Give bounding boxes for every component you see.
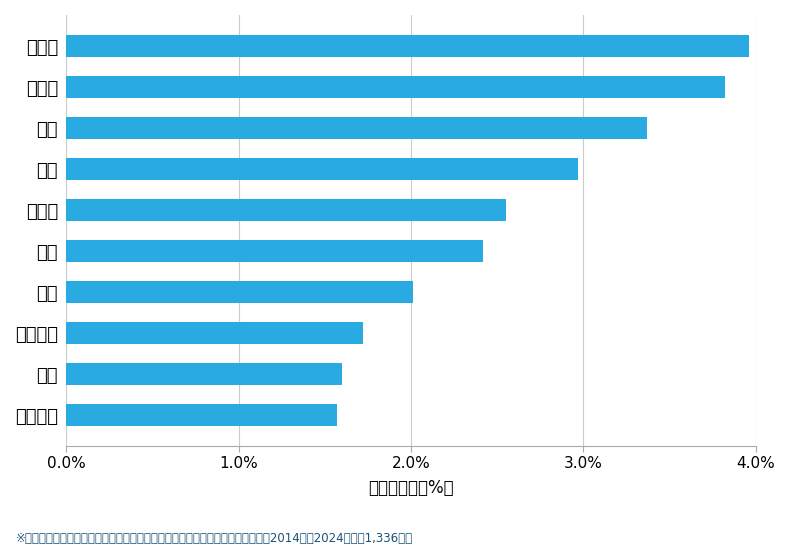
Bar xyxy=(66,198,506,221)
Bar xyxy=(66,35,749,57)
Bar xyxy=(66,158,578,180)
Bar xyxy=(66,363,342,385)
Bar xyxy=(66,75,724,98)
X-axis label: 件数の割合（%）: 件数の割合（%） xyxy=(368,479,453,498)
Bar xyxy=(66,322,363,344)
Bar xyxy=(66,117,647,139)
Bar xyxy=(66,240,483,262)
Bar xyxy=(66,403,337,426)
Text: ※弊社受付の案件を対象に、受付時に市区町村の回答があったものを集計（期間2014年〜2024年、計1,336件）: ※弊社受付の案件を対象に、受付時に市区町村の回答があったものを集計（期間2014… xyxy=(16,532,413,545)
Bar xyxy=(66,280,412,303)
